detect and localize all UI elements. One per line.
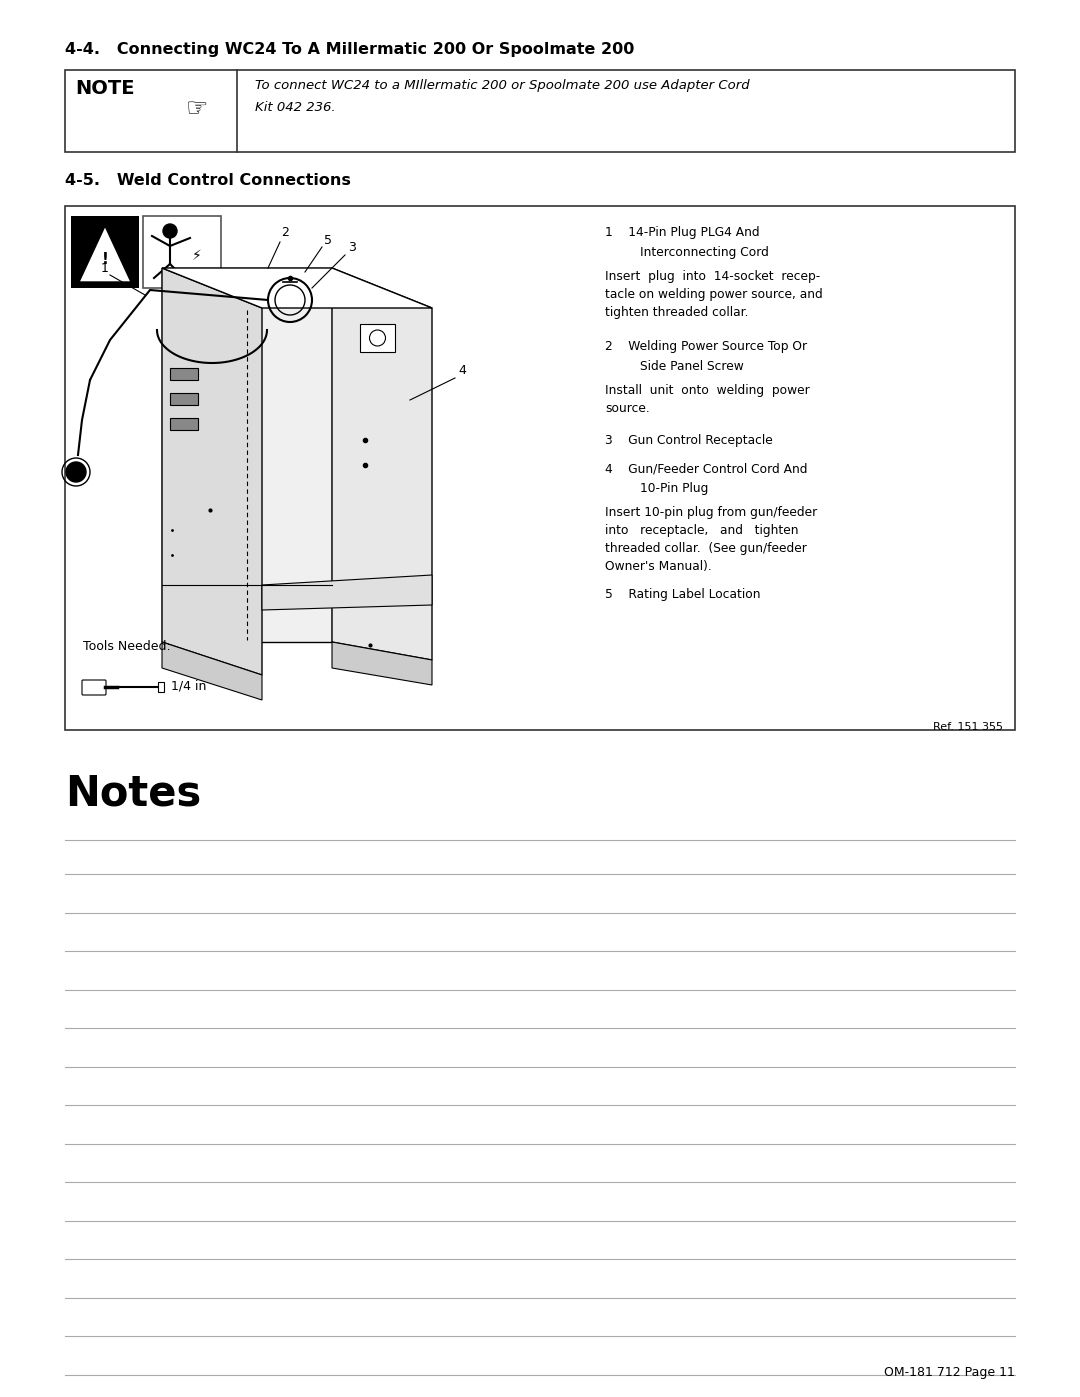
Text: NOTE: NOTE — [75, 80, 135, 98]
Bar — [65, 205, 1015, 731]
Text: Insert 10-pin plug from gun/feeder
into   receptacle,   and   tighten
threaded c: Insert 10-pin plug from gun/feeder into … — [605, 506, 818, 573]
Bar — [143, 217, 221, 288]
Text: ☞: ☞ — [186, 96, 208, 122]
Circle shape — [66, 462, 86, 482]
Bar — [360, 324, 395, 352]
Text: 3    Gun Control Receptacle: 3 Gun Control Receptacle — [605, 434, 773, 447]
Text: 4    Gun/Feeder Control Cord And: 4 Gun/Feeder Control Cord And — [605, 462, 808, 475]
Bar — [170, 367, 198, 380]
Text: 2: 2 — [281, 226, 289, 239]
Text: 5: 5 — [324, 233, 332, 246]
Text: Side Panel Screw: Side Panel Screw — [640, 360, 744, 373]
Polygon shape — [262, 576, 432, 610]
Polygon shape — [162, 268, 332, 643]
Text: 3: 3 — [348, 240, 356, 253]
Text: Notes: Notes — [65, 773, 201, 814]
Text: Interconnecting Cord: Interconnecting Cord — [640, 246, 769, 258]
Polygon shape — [162, 643, 262, 700]
Polygon shape — [162, 268, 432, 307]
Text: 5    Rating Label Location: 5 Rating Label Location — [605, 588, 760, 601]
Text: 4-4.   Connecting WC24 To A Millermatic 200 Or Spoolmate 200: 4-4. Connecting WC24 To A Millermatic 20… — [65, 42, 634, 57]
Text: 1: 1 — [102, 261, 109, 274]
Text: To connect WC24 to a MIllermatic 200 or Spoolmate 200 use Adapter Cord: To connect WC24 to a MIllermatic 200 or … — [255, 80, 750, 92]
Text: 10-Pin Plug: 10-Pin Plug — [640, 482, 708, 495]
Text: OM-181 712 Page 11: OM-181 712 Page 11 — [885, 1366, 1015, 1379]
Polygon shape — [79, 226, 131, 282]
Text: ⚡: ⚡ — [192, 249, 202, 263]
Text: 1/4 in: 1/4 in — [171, 680, 206, 693]
Text: Kit 042 236.: Kit 042 236. — [255, 101, 336, 115]
FancyBboxPatch shape — [82, 680, 106, 694]
Text: Tools Needed:: Tools Needed: — [83, 640, 171, 652]
Text: 4-5.   Weld Control Connections: 4-5. Weld Control Connections — [65, 173, 351, 189]
Bar — [170, 418, 198, 430]
Bar — [65, 70, 1015, 152]
Text: 4: 4 — [458, 363, 465, 377]
Text: Ref. 151 355: Ref. 151 355 — [933, 722, 1003, 732]
Text: !: ! — [102, 253, 108, 267]
Polygon shape — [332, 643, 432, 685]
Bar — [170, 393, 198, 405]
Bar — [71, 217, 139, 288]
Text: Install  unit  onto  welding  power
source.: Install unit onto welding power source. — [605, 384, 810, 415]
Bar — [158, 682, 164, 692]
Text: Insert  plug  into  14-socket  recep-
tacle on welding power source, and
tighten: Insert plug into 14-socket recep- tacle … — [605, 270, 823, 319]
Polygon shape — [332, 268, 432, 659]
Circle shape — [163, 224, 177, 237]
Text: 2    Welding Power Source Top Or: 2 Welding Power Source Top Or — [605, 339, 807, 353]
Text: 1    14-Pin Plug PLG4 And: 1 14-Pin Plug PLG4 And — [605, 226, 759, 239]
Polygon shape — [162, 268, 262, 675]
